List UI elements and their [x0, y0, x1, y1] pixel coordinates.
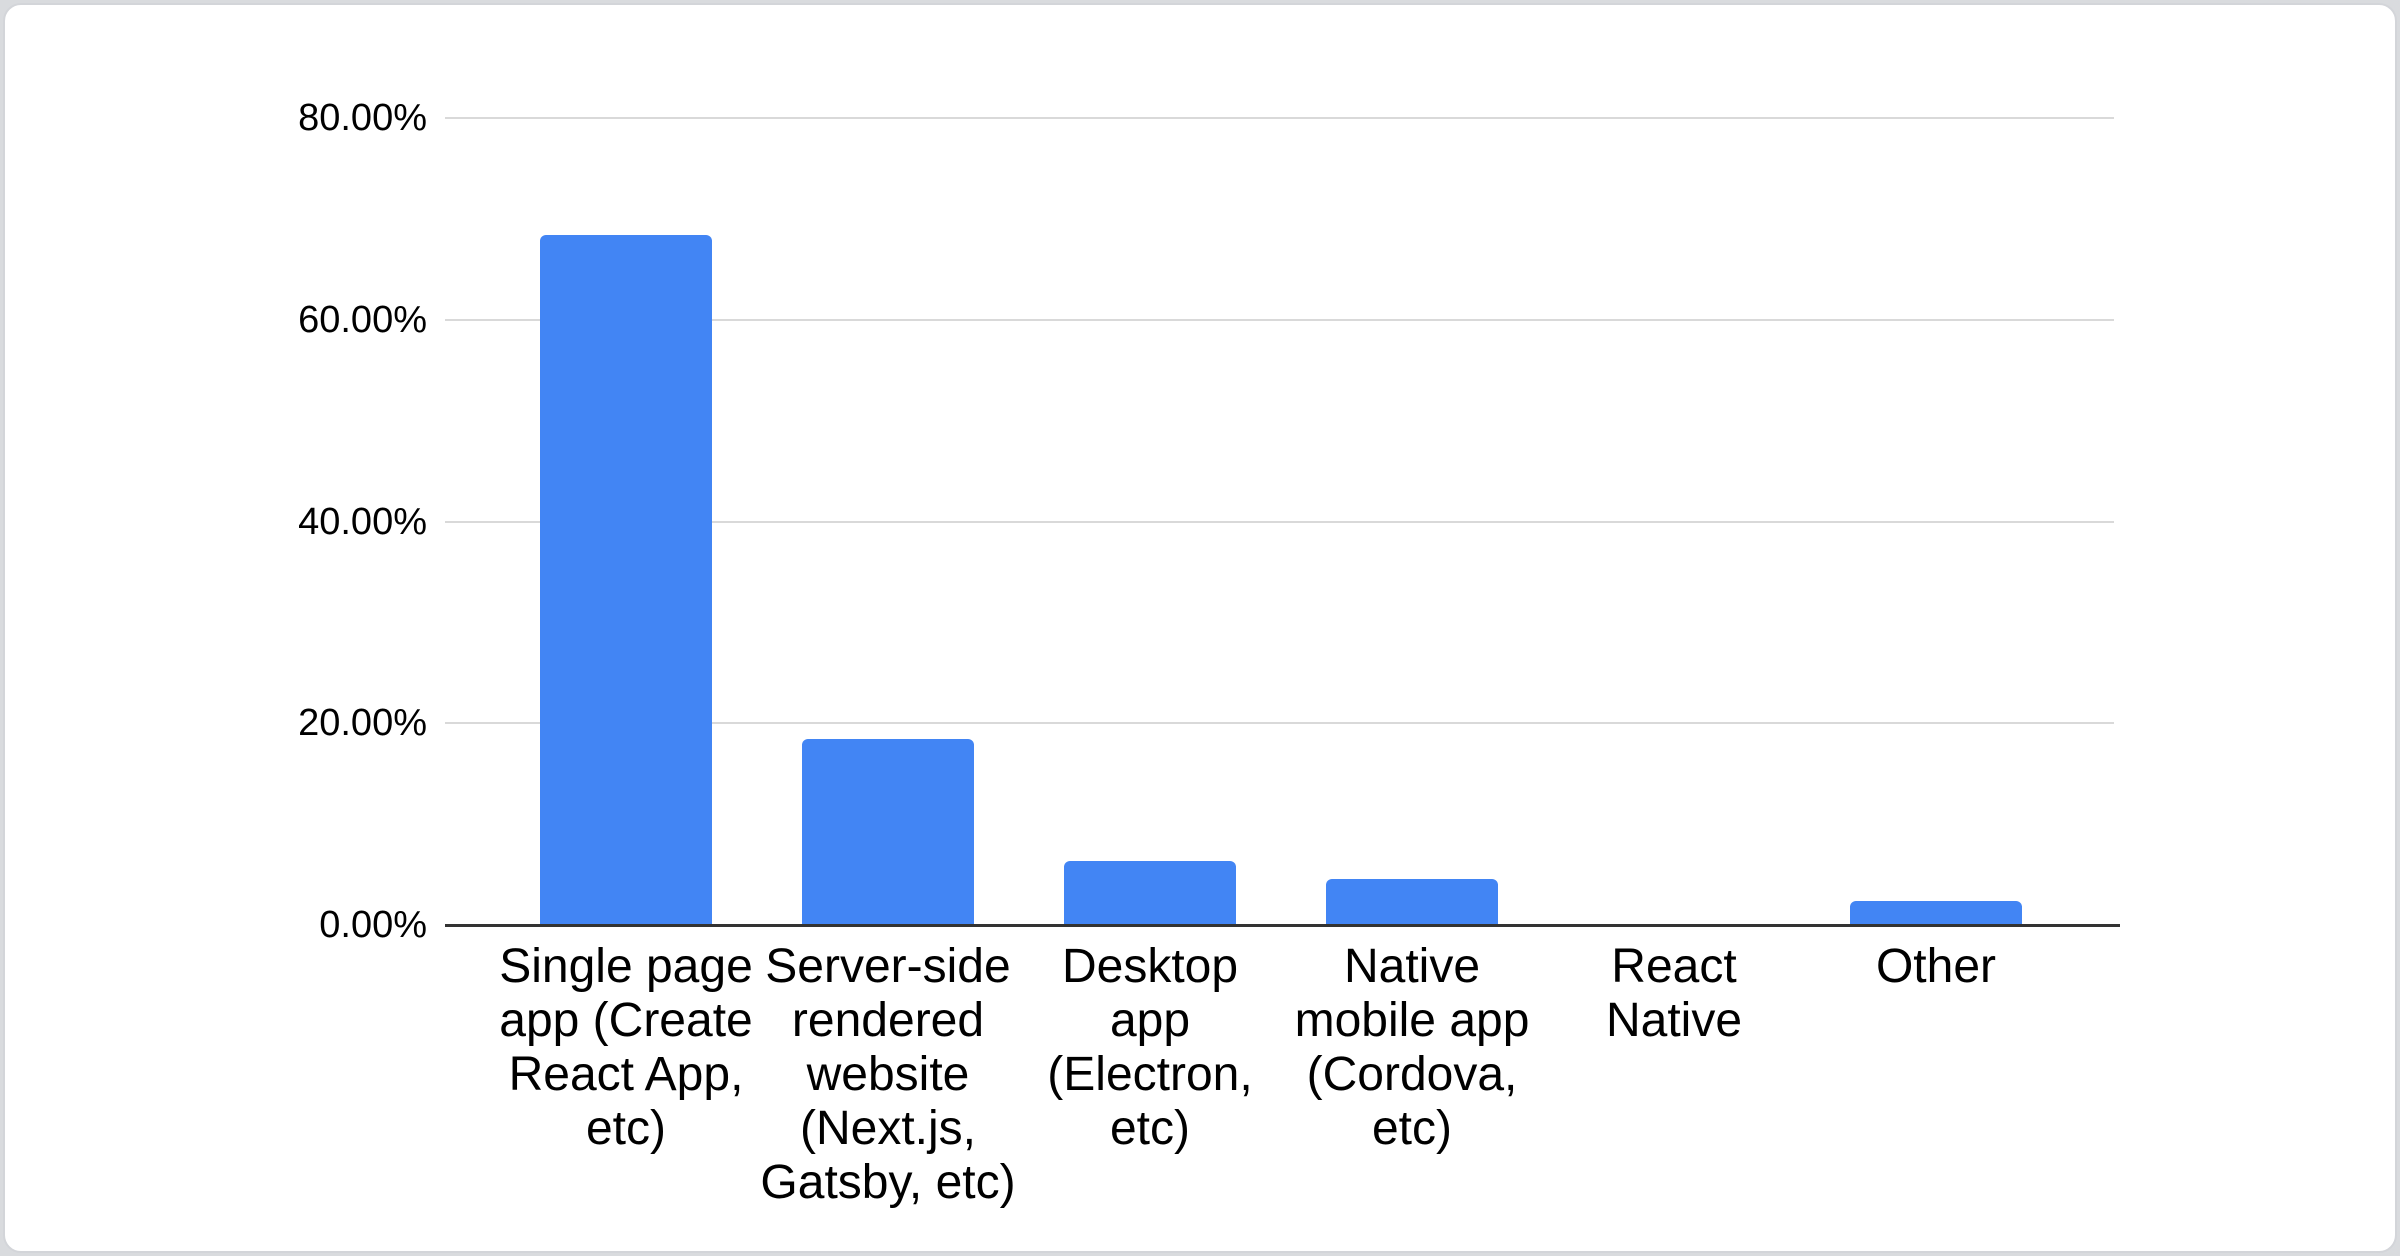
- category-label: Native mobile app (Cordova, etc): [1294, 940, 1530, 1155]
- bar[interactable]: [540, 235, 712, 925]
- gridline: [445, 117, 2114, 119]
- gridline: [445, 318, 2114, 321]
- chart-card: 0.00% 20.00% 40.00% 60.00% 80.00% Single page…: [3, 3, 2397, 1253]
- bar-chart: 0.00% 20.00% 40.00% 60.00% 80.00% Single page…: [5, 5, 2395, 1251]
- gridline: [445, 722, 2114, 725]
- x-axis-line: [445, 924, 2120, 927]
- bar[interactable]: [1326, 879, 1498, 925]
- y-axis-tick-label: 60.00%: [298, 298, 427, 341]
- bar[interactable]: [802, 739, 974, 925]
- bar[interactable]: [1064, 861, 1236, 925]
- category-label: Desktop app (Electron, etc): [1047, 940, 1253, 1155]
- category-label: Server-side rendered website (Next.js, G…: [760, 940, 1016, 1209]
- y-axis-tick-label: 0.00%: [319, 904, 427, 946]
- y-axis-tick-label: 80.00%: [298, 97, 427, 139]
- gridline: [445, 520, 2114, 523]
- y-axis-tick-label: 40.00%: [298, 500, 427, 543]
- y-axis-tick-label: 20.00%: [298, 702, 427, 745]
- category-label: React Native: [1605, 940, 1743, 1047]
- category-label: Other: [1875, 940, 1997, 993]
- bar[interactable]: [1850, 901, 2022, 925]
- category-label: Single page app (Create React App, etc): [499, 940, 753, 1155]
